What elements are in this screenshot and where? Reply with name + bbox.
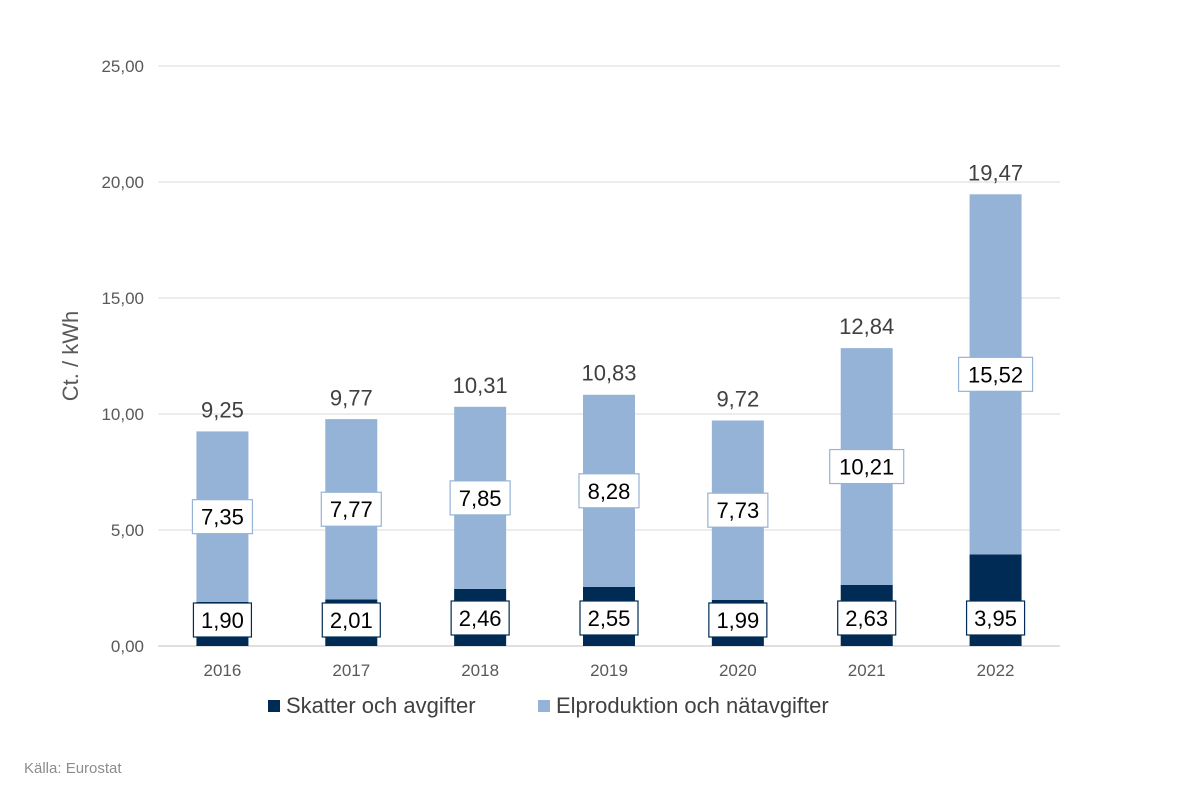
x-tick-label: 2021 (848, 661, 886, 680)
data-label-box (191, 499, 254, 535)
total-label: 19,47 (968, 160, 1023, 185)
data-label-elproduktion: 8,28 (588, 479, 631, 504)
x-tick-label: 2017 (332, 661, 370, 680)
data-label-box (449, 480, 511, 516)
data-label-elproduktion: 7,77 (330, 497, 373, 522)
y-tick-label: 0,00 (111, 637, 144, 656)
data-label-box (320, 491, 382, 527)
data-label-elproduktion: 10,21 (839, 455, 894, 480)
x-tick-label: 2018 (461, 661, 499, 680)
x-tick-label: 2020 (719, 661, 757, 680)
total-label: 9,25 (201, 397, 244, 422)
data-label-box (957, 356, 1034, 392)
data-label-elproduktion: 7,73 (716, 498, 759, 523)
y-tick-label: 25,00 (101, 57, 144, 76)
x-tick-label: 2019 (590, 661, 628, 680)
y-tick-label: 15,00 (101, 289, 144, 308)
data-label-skatter: 1,90 (201, 608, 244, 633)
total-label: 10,83 (581, 361, 636, 386)
data-label-box (450, 600, 510, 636)
y-tick-label: 10,00 (101, 405, 144, 424)
x-tick-label: 2016 (204, 661, 242, 680)
data-label-box (965, 600, 1026, 636)
total-label: 9,72 (716, 386, 759, 411)
data-label-skatter: 2,55 (588, 606, 631, 631)
data-label-skatter: 2,01 (330, 608, 373, 633)
data-label-box (579, 600, 639, 636)
legend-swatch (268, 700, 280, 712)
data-label-skatter: 1,99 (716, 608, 759, 633)
data-label-box (321, 602, 381, 638)
y-axis-label: Ct. / kWh (58, 311, 83, 401)
data-label-skatter: 2,63 (845, 606, 888, 631)
legend-label: Elproduktion och nätavgifter (556, 693, 829, 718)
legend-label: Skatter och avgifter (286, 693, 476, 718)
data-label-elproduktion: 7,35 (201, 505, 244, 530)
total-label: 9,77 (330, 385, 373, 410)
data-label-elproduktion: 15,52 (968, 362, 1023, 387)
data-label-skatter: 2,46 (459, 606, 502, 631)
data-label-box (578, 473, 640, 509)
source-note: Källa: Eurostat (24, 760, 122, 777)
y-tick-label: 20,00 (101, 173, 144, 192)
total-label: 10,31 (453, 373, 508, 398)
data-label-box (829, 448, 905, 485)
data-label-skatter: 3,95 (974, 606, 1017, 631)
y-tick-label: 5,00 (111, 521, 144, 540)
data-label-box (837, 600, 897, 636)
legend-swatch (538, 700, 550, 712)
data-label-box (707, 492, 769, 528)
data-label-box (192, 602, 253, 638)
data-label-box (708, 602, 768, 638)
x-tick-label: 2022 (977, 661, 1015, 680)
total-label: 12,84 (839, 314, 894, 339)
data-label-elproduktion: 7,85 (459, 486, 502, 511)
